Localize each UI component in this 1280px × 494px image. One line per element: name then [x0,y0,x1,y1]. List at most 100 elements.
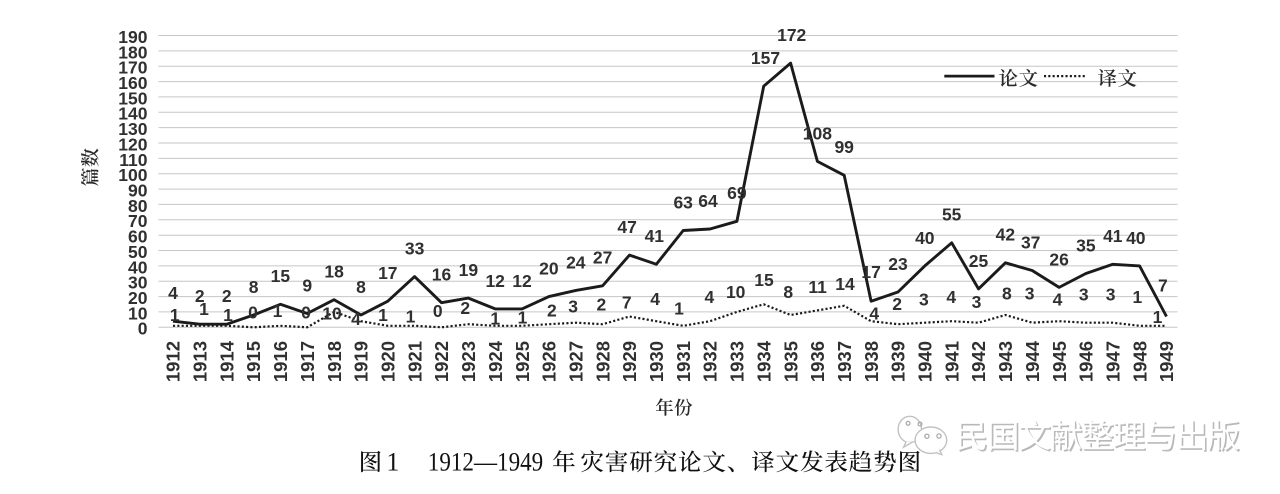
svg-text:23: 23 [888,254,908,274]
svg-text:2: 2 [195,286,205,306]
svg-text:4: 4 [946,287,956,307]
svg-text:1912: 1912 [163,341,184,382]
svg-text:26: 26 [1049,249,1069,269]
svg-text:4: 4 [168,283,178,303]
svg-text:40: 40 [128,257,148,277]
svg-text:1919: 1919 [351,341,372,382]
svg-text:3: 3 [568,296,578,316]
svg-text:1948: 1948 [1129,341,1150,382]
svg-text:157: 157 [751,48,780,68]
svg-text:90: 90 [128,181,148,201]
svg-text:1913: 1913 [190,341,211,382]
svg-text:8: 8 [249,277,259,297]
svg-text:25: 25 [969,251,989,271]
svg-text:1: 1 [406,307,416,327]
svg-text:1938: 1938 [861,341,882,382]
svg-text:1933: 1933 [727,341,748,382]
svg-text:2: 2 [597,294,607,314]
svg-text:3: 3 [919,290,929,310]
svg-text:1: 1 [1133,287,1143,307]
svg-text:2: 2 [547,300,557,320]
svg-text:42: 42 [996,225,1016,245]
svg-text:1937: 1937 [834,341,855,382]
svg-text:60: 60 [128,227,148,247]
svg-text:4: 4 [650,289,660,309]
svg-text:1916: 1916 [270,341,291,382]
svg-text:16: 16 [432,265,452,285]
svg-text:63: 63 [673,192,693,212]
svg-text:1932: 1932 [700,341,721,382]
svg-text:10: 10 [726,282,746,302]
svg-text:1929: 1929 [619,341,640,382]
svg-text:1917: 1917 [297,341,318,382]
svg-text:2: 2 [460,298,470,318]
svg-text:0: 0 [433,301,443,321]
svg-text:1944: 1944 [1022,340,1043,382]
svg-text:0: 0 [301,303,311,323]
svg-text:4: 4 [351,309,361,329]
svg-text:41: 41 [645,226,665,246]
svg-text:18: 18 [324,262,344,282]
svg-text:172: 172 [777,25,806,45]
svg-text:64: 64 [698,191,718,211]
svg-text:130: 130 [118,119,147,139]
svg-text:27: 27 [593,248,612,268]
svg-text:15: 15 [754,270,774,290]
svg-text:1912—1949: 1912—1949 [428,447,543,476]
svg-text:1: 1 [273,301,283,321]
svg-text:140: 140 [118,104,147,124]
svg-text:1: 1 [518,307,528,327]
svg-text:3: 3 [972,292,982,312]
svg-text:1928: 1928 [592,341,613,382]
svg-text:180: 180 [118,42,147,62]
svg-text:3: 3 [1106,285,1116,305]
svg-text:17: 17 [861,262,880,282]
svg-text:14: 14 [835,274,855,294]
svg-text:17: 17 [378,263,397,283]
svg-text:20: 20 [539,259,559,279]
svg-text:120: 120 [118,134,147,154]
svg-text:30: 30 [128,273,148,293]
svg-text:108: 108 [803,123,832,143]
svg-text:9: 9 [302,275,312,295]
svg-text:1923: 1923 [458,341,479,382]
svg-text:24: 24 [566,252,586,272]
svg-text:4: 4 [1053,290,1063,310]
svg-text:2: 2 [892,294,902,314]
svg-text:7: 7 [622,292,632,312]
svg-text:1: 1 [490,308,500,328]
svg-text:1934: 1934 [753,340,774,382]
svg-text:1: 1 [199,299,209,319]
svg-text:1941: 1941 [941,341,962,382]
svg-text:10: 10 [322,304,342,324]
svg-text:1926: 1926 [539,341,560,382]
svg-text:1: 1 [1153,307,1163,327]
svg-text:160: 160 [118,73,147,93]
svg-text:55: 55 [942,205,962,225]
svg-text:150: 150 [118,88,147,108]
svg-text:3: 3 [1079,285,1089,305]
svg-text:11: 11 [808,277,827,297]
svg-text:1942: 1942 [968,341,989,382]
svg-text:4: 4 [705,287,715,307]
svg-text:1920: 1920 [378,341,399,382]
svg-text:35: 35 [1076,235,1096,255]
svg-text:100: 100 [118,165,147,185]
svg-text:1936: 1936 [807,341,828,382]
svg-text:40: 40 [915,228,935,248]
svg-text:0: 0 [138,319,148,339]
svg-text:3: 3 [1025,284,1035,304]
svg-text:80: 80 [128,196,148,216]
svg-text:1935: 1935 [780,341,801,382]
svg-text:15: 15 [271,266,291,286]
svg-text:1946: 1946 [1076,341,1097,382]
svg-text:2: 2 [222,286,232,306]
svg-text:110: 110 [119,150,147,170]
svg-text:1949: 1949 [1156,341,1177,382]
svg-text:8: 8 [356,277,366,297]
svg-text:1930: 1930 [646,341,667,382]
svg-text:1: 1 [378,305,388,325]
svg-text:1947: 1947 [1103,341,1124,382]
svg-text:1918: 1918 [324,341,345,382]
svg-text:1927: 1927 [566,341,587,382]
